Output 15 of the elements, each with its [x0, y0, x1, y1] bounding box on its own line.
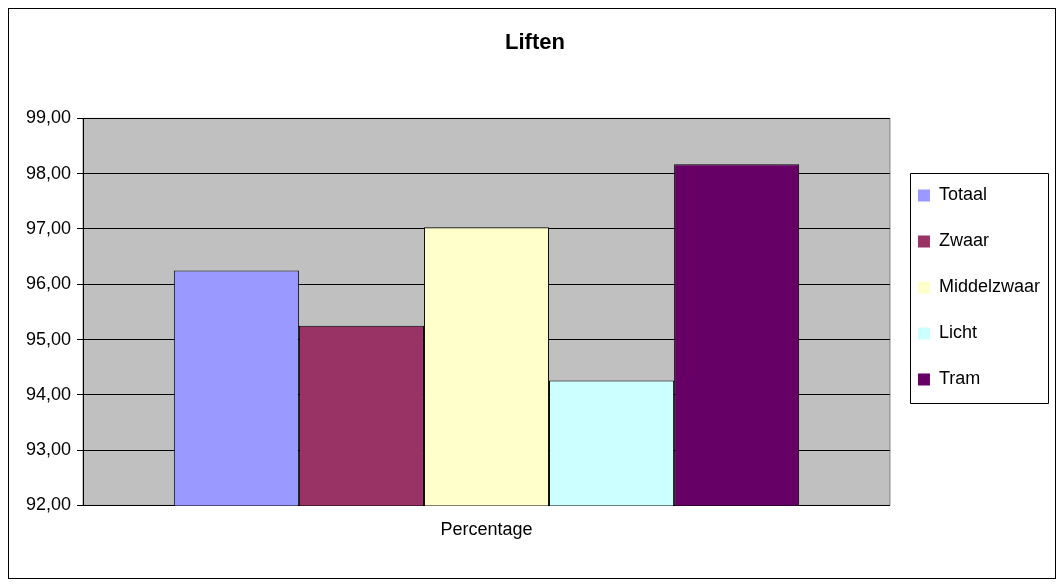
y-tick-label: 93,00 [26, 439, 72, 460]
legend-label: Totaal [938, 184, 988, 205]
y-tick-label: 98,00 [26, 162, 72, 183]
y-tick-label: 97,00 [26, 217, 72, 238]
y-tick-label: 96,00 [26, 273, 72, 294]
legend-label: Tram [938, 368, 981, 389]
y-tick-label: 94,00 [26, 383, 72, 404]
y-tick-label: 92,00 [26, 494, 72, 515]
legend-label: Zwaar [938, 230, 989, 251]
x-tick-label: Percentage [440, 519, 533, 540]
chart-title: Liften [505, 29, 565, 55]
y-tick-label: 95,00 [26, 328, 72, 349]
y-tick-label: 99,00 [26, 107, 72, 128]
legend-label: Middelzwaar [938, 276, 1041, 297]
legend-label: Licht [938, 322, 977, 343]
